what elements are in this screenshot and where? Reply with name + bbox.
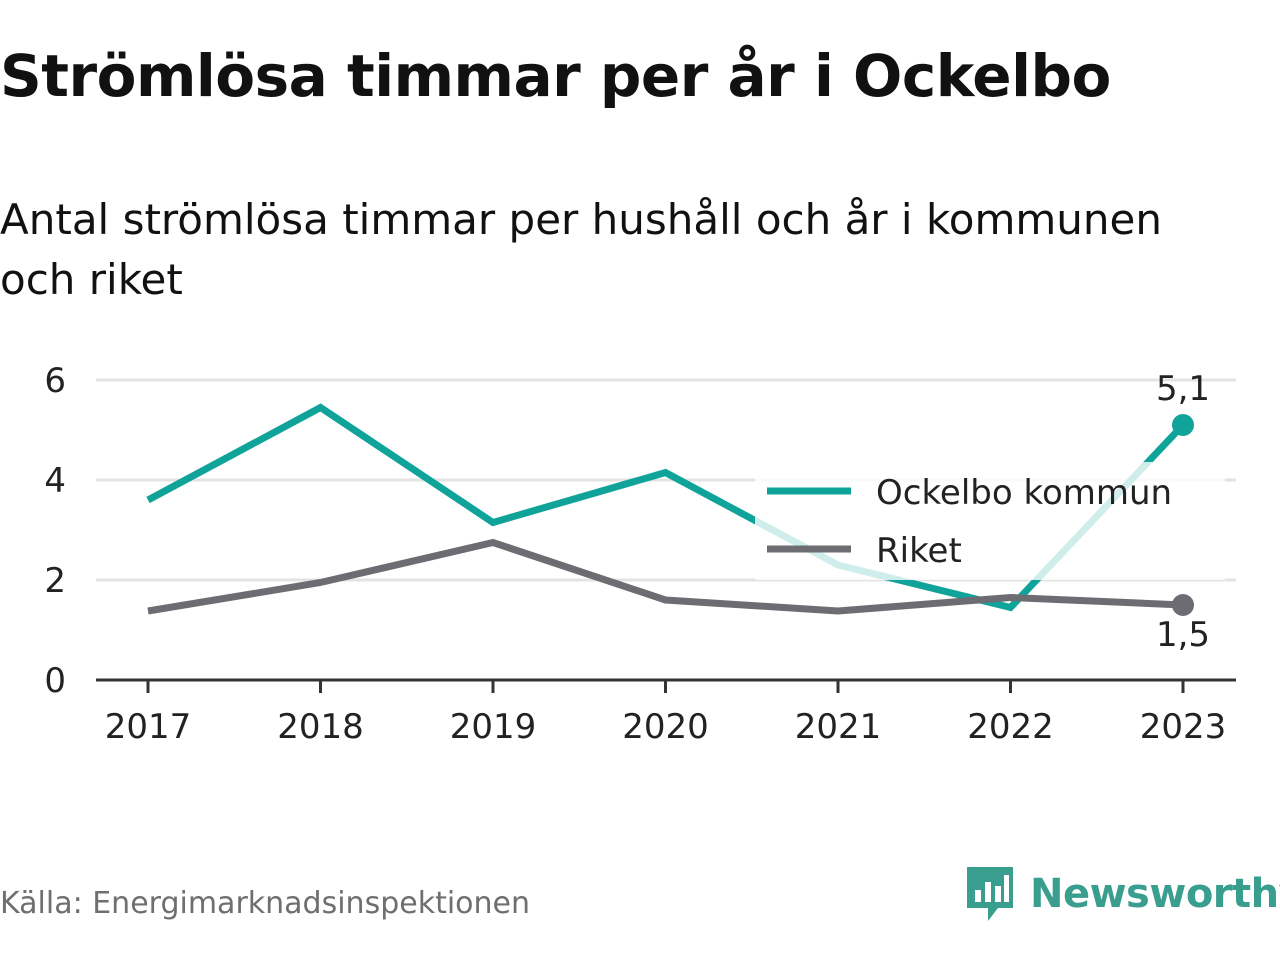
x-tick-label: 2017: [105, 707, 192, 747]
x-tick-label: 2020: [622, 707, 709, 747]
x-tick-label: 2021: [795, 707, 882, 747]
x-tick-label: 2022: [967, 707, 1054, 747]
x-axis-ticks: 2017 2018 2019 2020 2021 2022 2023: [105, 680, 1227, 747]
end-label-ockelbo: 5,1: [1156, 369, 1210, 409]
y-tick-label: 4: [44, 461, 66, 501]
legend-background: [755, 462, 1225, 580]
brand-name: Newsworthy: [1030, 871, 1280, 917]
brand-logo: Newsworthy: [964, 864, 1280, 924]
end-point-riket: [1172, 594, 1194, 616]
chart-title: Strömlösa timmar per år i Ockelbo: [0, 42, 1111, 110]
y-tick-label: 2: [44, 561, 66, 601]
y-tick-label: 0: [44, 661, 66, 701]
line-riket: [147, 538, 1184, 615]
series-lines: [146, 403, 1186, 615]
legend-label-riket: Riket: [876, 531, 962, 571]
x-tick-label: 2019: [450, 707, 537, 747]
end-point-ockelbo: [1172, 414, 1194, 436]
end-points: [1172, 414, 1194, 616]
legend-label-ockelbo: Ockelbo kommun: [876, 473, 1172, 513]
y-axis-ticks: 0 2 4 6: [44, 361, 66, 701]
end-label-riket: 1,5: [1156, 615, 1210, 655]
chart-subtitle: Antal strömlösa timmar per hushåll och å…: [0, 195, 1162, 304]
source-note: Källa: Energimarknadsinspektionen: [0, 886, 531, 921]
x-tick-label: 2023: [1140, 707, 1227, 747]
legend: Ockelbo kommun Riket: [755, 462, 1225, 580]
y-tick-label: 6: [44, 361, 66, 401]
line-ockelbo: [146, 403, 1186, 612]
x-tick-label: 2018: [277, 707, 364, 747]
newsworthy-logo-icon: [967, 867, 1013, 921]
